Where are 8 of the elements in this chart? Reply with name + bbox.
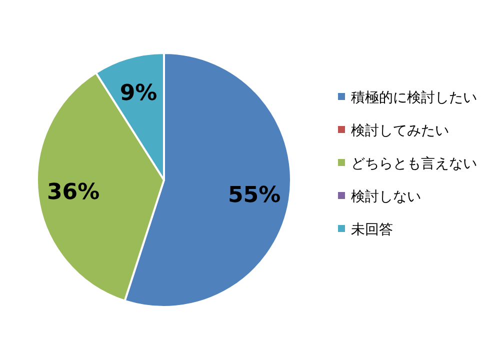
data-label: 55% xyxy=(228,183,281,208)
data-label: 9% xyxy=(120,80,158,106)
data-label: 36% xyxy=(46,180,100,206)
legend-label: どちらとも言えない xyxy=(351,156,477,172)
legend-label: 検討しない xyxy=(351,188,421,205)
legend-label: 未回答 xyxy=(351,222,393,238)
legend-label: 積極的に検討したい xyxy=(351,90,477,106)
legend-label: 検討してみたい xyxy=(351,122,449,139)
